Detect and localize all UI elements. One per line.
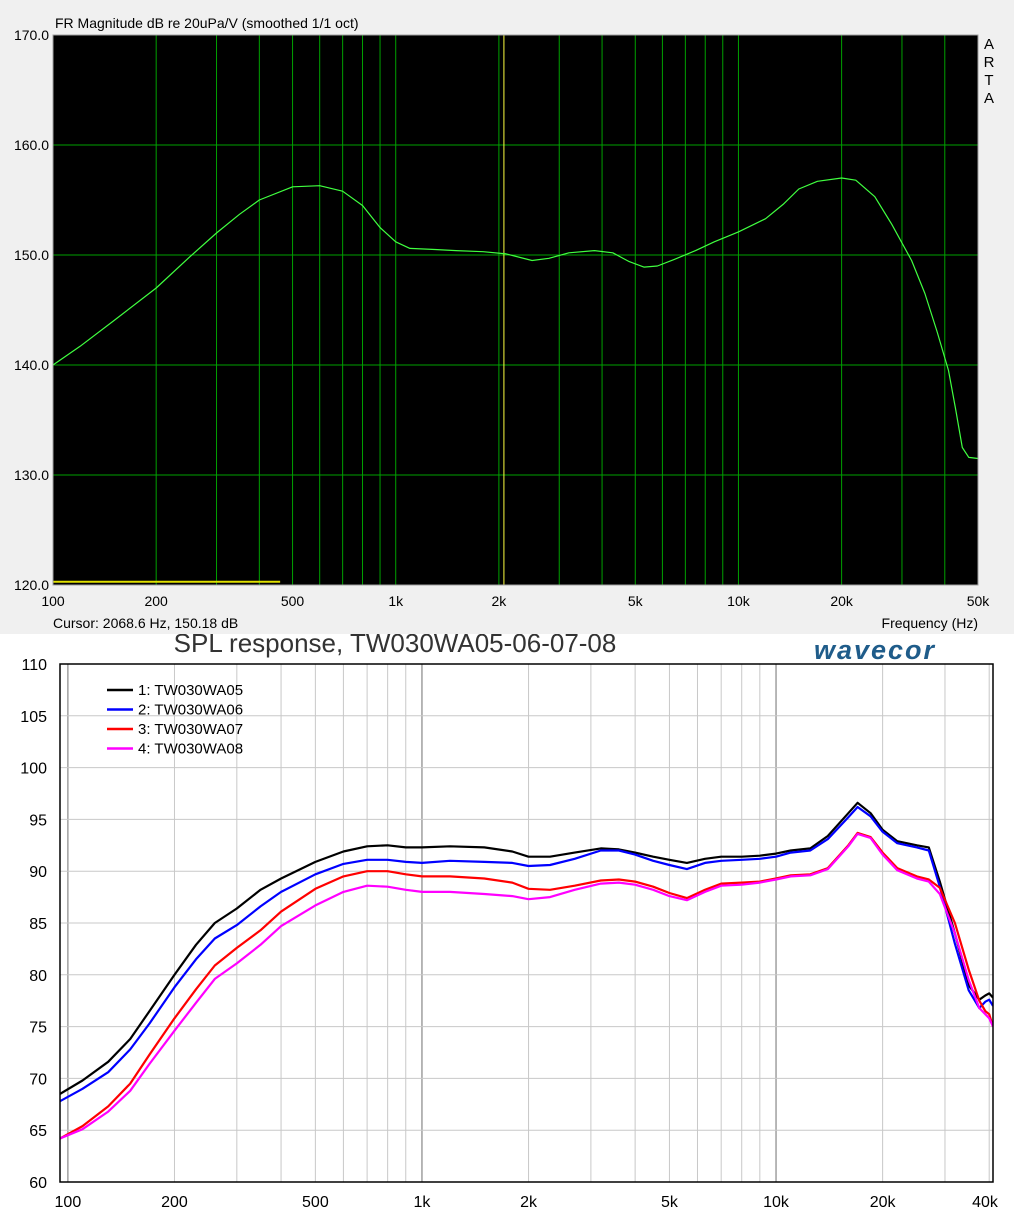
arta-watermark-letter: R	[984, 54, 995, 71]
arta-watermark-letter: A	[984, 36, 994, 53]
wavecor-logo: wavecor	[814, 635, 936, 665]
legend-label-3: 3: TW030WA07	[138, 721, 243, 738]
arta-grid	[53, 35, 978, 585]
spl-x-tick-label: 500	[302, 1194, 329, 1211]
spl-y-tick-label: 100	[20, 761, 47, 778]
spl-plot-border	[59, 663, 994, 1183]
arta-series-group	[52, 177, 979, 460]
arta-series-line-1	[52, 177, 979, 460]
arta-x-tick-label: 100	[41, 593, 65, 609]
arta-frequency-response-chart: 120.0 130.0 140.0 150.0 160.0 170.0 100 200 500…	[0, 0, 1014, 634]
arta-watermark-letter: A	[984, 90, 994, 107]
spl-y-tick-label: 70	[29, 1071, 47, 1088]
spl-x-tick-label: 10k	[763, 1194, 790, 1211]
arta-y-tick-label: 120.0	[14, 577, 49, 593]
spl-x-tick-label: 1k	[414, 1194, 432, 1211]
spl-x-tick-label: 100	[55, 1194, 82, 1211]
arta-x-tick-label: 10k	[727, 593, 751, 609]
arta-y-tick-label: 170.0	[14, 27, 49, 43]
spl-chart-title: SPL response, TW030WA05-06-07-08	[174, 628, 617, 658]
arta-x-tick-label: 5k	[628, 593, 644, 609]
spl-series-group	[60, 801, 993, 1140]
spl-y-tick-labels: 60 65 70 75 80 85 90 95 100 105 110	[20, 657, 47, 1192]
arta-x-tick-label: 20k	[830, 593, 854, 609]
arta-x-tick-label: 50k	[967, 593, 991, 609]
arta-chart-title: FR Magnitude dB re 20uPa/V (smoothed 1/1…	[55, 15, 359, 31]
arta-x-tick-label: 2k	[491, 593, 507, 609]
spl-series-line-3	[60, 831, 993, 1140]
arta-x-tick-label: 1k	[388, 593, 404, 609]
legend-label-2: 2: TW030WA06	[138, 702, 243, 719]
spl-x-tick-label: 5k	[661, 1194, 679, 1211]
arta-plot-area[interactable]	[53, 35, 978, 585]
arta-y-tick-label: 140.0	[14, 357, 49, 373]
spl-series-line-1	[60, 801, 993, 1095]
arta-y-tick-label: 130.0	[14, 467, 49, 483]
spl-series-line-4	[60, 832, 993, 1140]
arta-y-tick-labels: 120.0 130.0 140.0 150.0 160.0 170.0	[14, 27, 49, 593]
spl-y-tick-label: 95	[29, 812, 47, 829]
legend-label-4: 4: TW030WA08	[138, 741, 243, 758]
spl-x-tick-label: 2k	[520, 1194, 538, 1211]
spl-legend: 1: TW030WA05 2: TW030WA06 3: TW030WA07 4: T…	[107, 682, 243, 758]
arta-watermark-letter: T	[984, 72, 993, 89]
spl-grid	[60, 663, 993, 1183]
spl-series-line-2	[60, 805, 993, 1103]
spl-y-tick-label: 90	[29, 864, 47, 881]
spl-y-tick-label: 60	[29, 1175, 47, 1192]
spl-y-tick-label: 110	[21, 657, 47, 674]
arta-plot-border	[52, 34, 979, 586]
arta-y-tick-label: 160.0	[14, 137, 49, 153]
legend-label-1: 1: TW030WA05	[138, 682, 243, 699]
spl-background	[0, 634, 1014, 1221]
spl-response-chart: SPL response, TW030WA05-06-07-08 wavecor…	[0, 628, 1014, 1221]
arta-x-tick-label: 500	[281, 593, 305, 609]
arta-x-tick-labels: 100 200 500 1k 2k 5k 10k 20k 50k	[41, 593, 990, 609]
spl-x-tick-label: 200	[161, 1194, 188, 1211]
spl-y-tick-label: 105	[20, 709, 47, 726]
arta-y-tick-label: 150.0	[14, 247, 49, 263]
spl-y-tick-label: 85	[29, 916, 47, 933]
spl-y-tick-label: 65	[29, 1123, 47, 1140]
spl-x-tick-label: 40k	[972, 1194, 999, 1211]
arta-x-axis-label: Frequency (Hz)	[882, 615, 978, 631]
spl-y-tick-label: 75	[29, 1020, 47, 1037]
spl-y-tick-label: 80	[29, 968, 47, 985]
spl-x-tick-label: 20k	[870, 1194, 897, 1211]
spl-x-tick-labels: 100 200 500 1k 2k 5k 10k 20k 40k	[55, 1194, 999, 1211]
arta-cursor-readout: Cursor: 2068.6 Hz, 150.18 dB	[53, 615, 238, 631]
arta-x-tick-label: 200	[144, 593, 168, 609]
